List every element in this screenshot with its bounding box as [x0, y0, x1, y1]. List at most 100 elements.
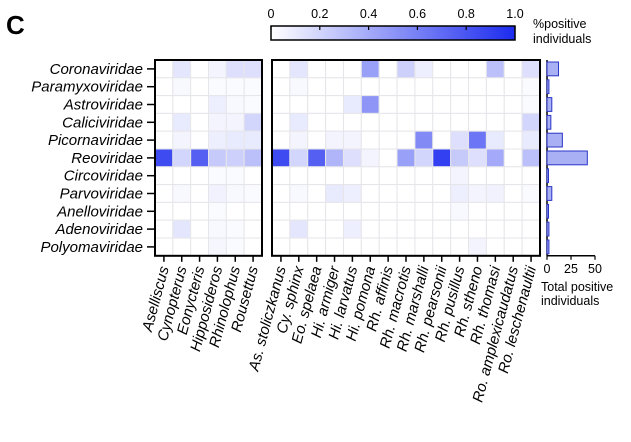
genus-heatmap-cell [154, 148, 174, 168]
species-heatmap-cell [271, 95, 291, 114]
species-heatmap-cell [396, 201, 416, 221]
total-bar [546, 150, 588, 166]
species-heatmap-cell [396, 166, 416, 186]
bar-axis-tick-label: 25 [564, 262, 578, 276]
row-label: Adenoviridae [54, 221, 143, 238]
species-heatmap-cell [432, 95, 452, 114]
species-heatmap-cell [378, 219, 398, 239]
genus-heatmap-cell [172, 237, 192, 257]
total-bar [546, 79, 550, 95]
species-heatmap-cell [414, 148, 434, 168]
species-heatmap-cell [271, 219, 291, 239]
row-label: Picornaviridae [48, 132, 143, 149]
species-heatmap-cell [360, 219, 380, 239]
species-heatmap-cell [360, 237, 380, 257]
species-heatmap-cell [450, 130, 470, 150]
colorbar-tick-label: 0.4 [360, 7, 377, 21]
species-heatmap-cell [521, 95, 541, 114]
species-heatmap-cell [503, 148, 523, 168]
genus-heatmap-cell [172, 166, 192, 186]
total-bar [546, 186, 553, 201]
species-heatmap-cell [468, 237, 487, 257]
row-label: Anelloviridae [56, 203, 143, 220]
genus-heatmap-cell [172, 59, 192, 79]
genus-heatmap-cell [190, 237, 210, 257]
species-heatmap-cell [378, 112, 398, 132]
genus-heatmap-cell [208, 201, 227, 221]
species-heatmap-cell [468, 184, 487, 203]
genus-heatmap-cell [243, 166, 263, 186]
species-heatmap-cell [485, 148, 505, 168]
species-heatmap-cell [342, 112, 362, 132]
genus-heatmap-cell [190, 95, 210, 114]
species-heatmap-cell [289, 237, 309, 257]
species-heatmap-cell [396, 148, 416, 168]
species-heatmap-cell [325, 130, 344, 150]
genus-heatmap-cell [243, 201, 263, 221]
total-bar [546, 239, 550, 255]
genus-heatmap-cell [154, 219, 174, 239]
species-heatmap-cell [521, 77, 541, 97]
species-heatmap-cell [485, 184, 505, 203]
genus-heatmap-cell [154, 95, 174, 114]
species-heatmap-cell [271, 237, 291, 257]
species-heatmap-cell [450, 166, 470, 186]
species-heatmap-cell [396, 95, 416, 114]
species-heatmap-cell [503, 95, 523, 114]
species-heatmap-cell [289, 201, 309, 221]
colorbar-tick-label: 0.2 [311, 7, 328, 21]
species-heatmap-cell [521, 219, 541, 239]
species-heatmap-cell [307, 201, 327, 221]
species-heatmap-cell [503, 59, 523, 79]
genus-heatmap-cell [208, 95, 227, 114]
species-heatmap-cell [307, 59, 327, 79]
species-heatmap-cell [325, 59, 344, 79]
species-heatmap-cell [468, 59, 487, 79]
genus-heatmap-cell [190, 130, 210, 150]
species-heatmap-cell [503, 112, 523, 132]
species-heatmap-cell [432, 237, 452, 257]
total-bar [546, 61, 560, 77]
species-heatmap-cell [325, 237, 344, 257]
species-heatmap-cell [289, 219, 309, 239]
species-heatmap-cell [360, 166, 380, 186]
genus-heatmap-cell [154, 59, 174, 79]
species-heatmap-cell [360, 112, 380, 132]
species-heatmap-cell [307, 77, 327, 97]
species-heatmap-cell [450, 237, 470, 257]
bar-axis-label: Total positive [541, 280, 613, 294]
species-heatmap-cell [378, 166, 398, 186]
species-heatmap-cell [414, 237, 434, 257]
species-heatmap-cell [378, 148, 398, 168]
species-heatmap-cell [342, 77, 362, 97]
species-heatmap-cell [271, 130, 291, 150]
genus-heatmap-cell [208, 148, 227, 168]
genus-heatmap-cell [154, 184, 174, 203]
genus-heatmap-cell [172, 95, 192, 114]
genus-heatmap-cell [208, 59, 227, 79]
genus-heatmap-cell [208, 112, 227, 132]
species-heatmap-cell [396, 59, 416, 79]
genus-heatmap-cell [225, 219, 245, 239]
species-heatmap-cell [414, 95, 434, 114]
genus-heatmap-cell [154, 237, 174, 257]
species-heatmap-cell [325, 77, 344, 97]
genus-heatmap-cell [172, 77, 192, 97]
species-heatmap-cell [378, 201, 398, 221]
species-heatmap-cell [485, 130, 505, 150]
species-heatmap-cell [289, 95, 309, 114]
genus-heatmap-cell [190, 166, 210, 186]
genus-heatmap-cell [208, 237, 227, 257]
species-heatmap-cell [414, 201, 434, 221]
colorbar-label: individuals [533, 32, 591, 46]
species-heatmap-cell [521, 201, 541, 221]
species-heatmap-cell [307, 219, 327, 239]
species-heatmap-cell [468, 112, 487, 132]
genus-heatmap-cell [154, 201, 174, 221]
species-heatmap-cell [271, 59, 291, 79]
species-heatmap-cell [503, 166, 523, 186]
species-heatmap-cell [450, 95, 470, 114]
colorbar-tick-label: 0.8 [458, 7, 475, 21]
genus-heatmap-cell [190, 184, 210, 203]
